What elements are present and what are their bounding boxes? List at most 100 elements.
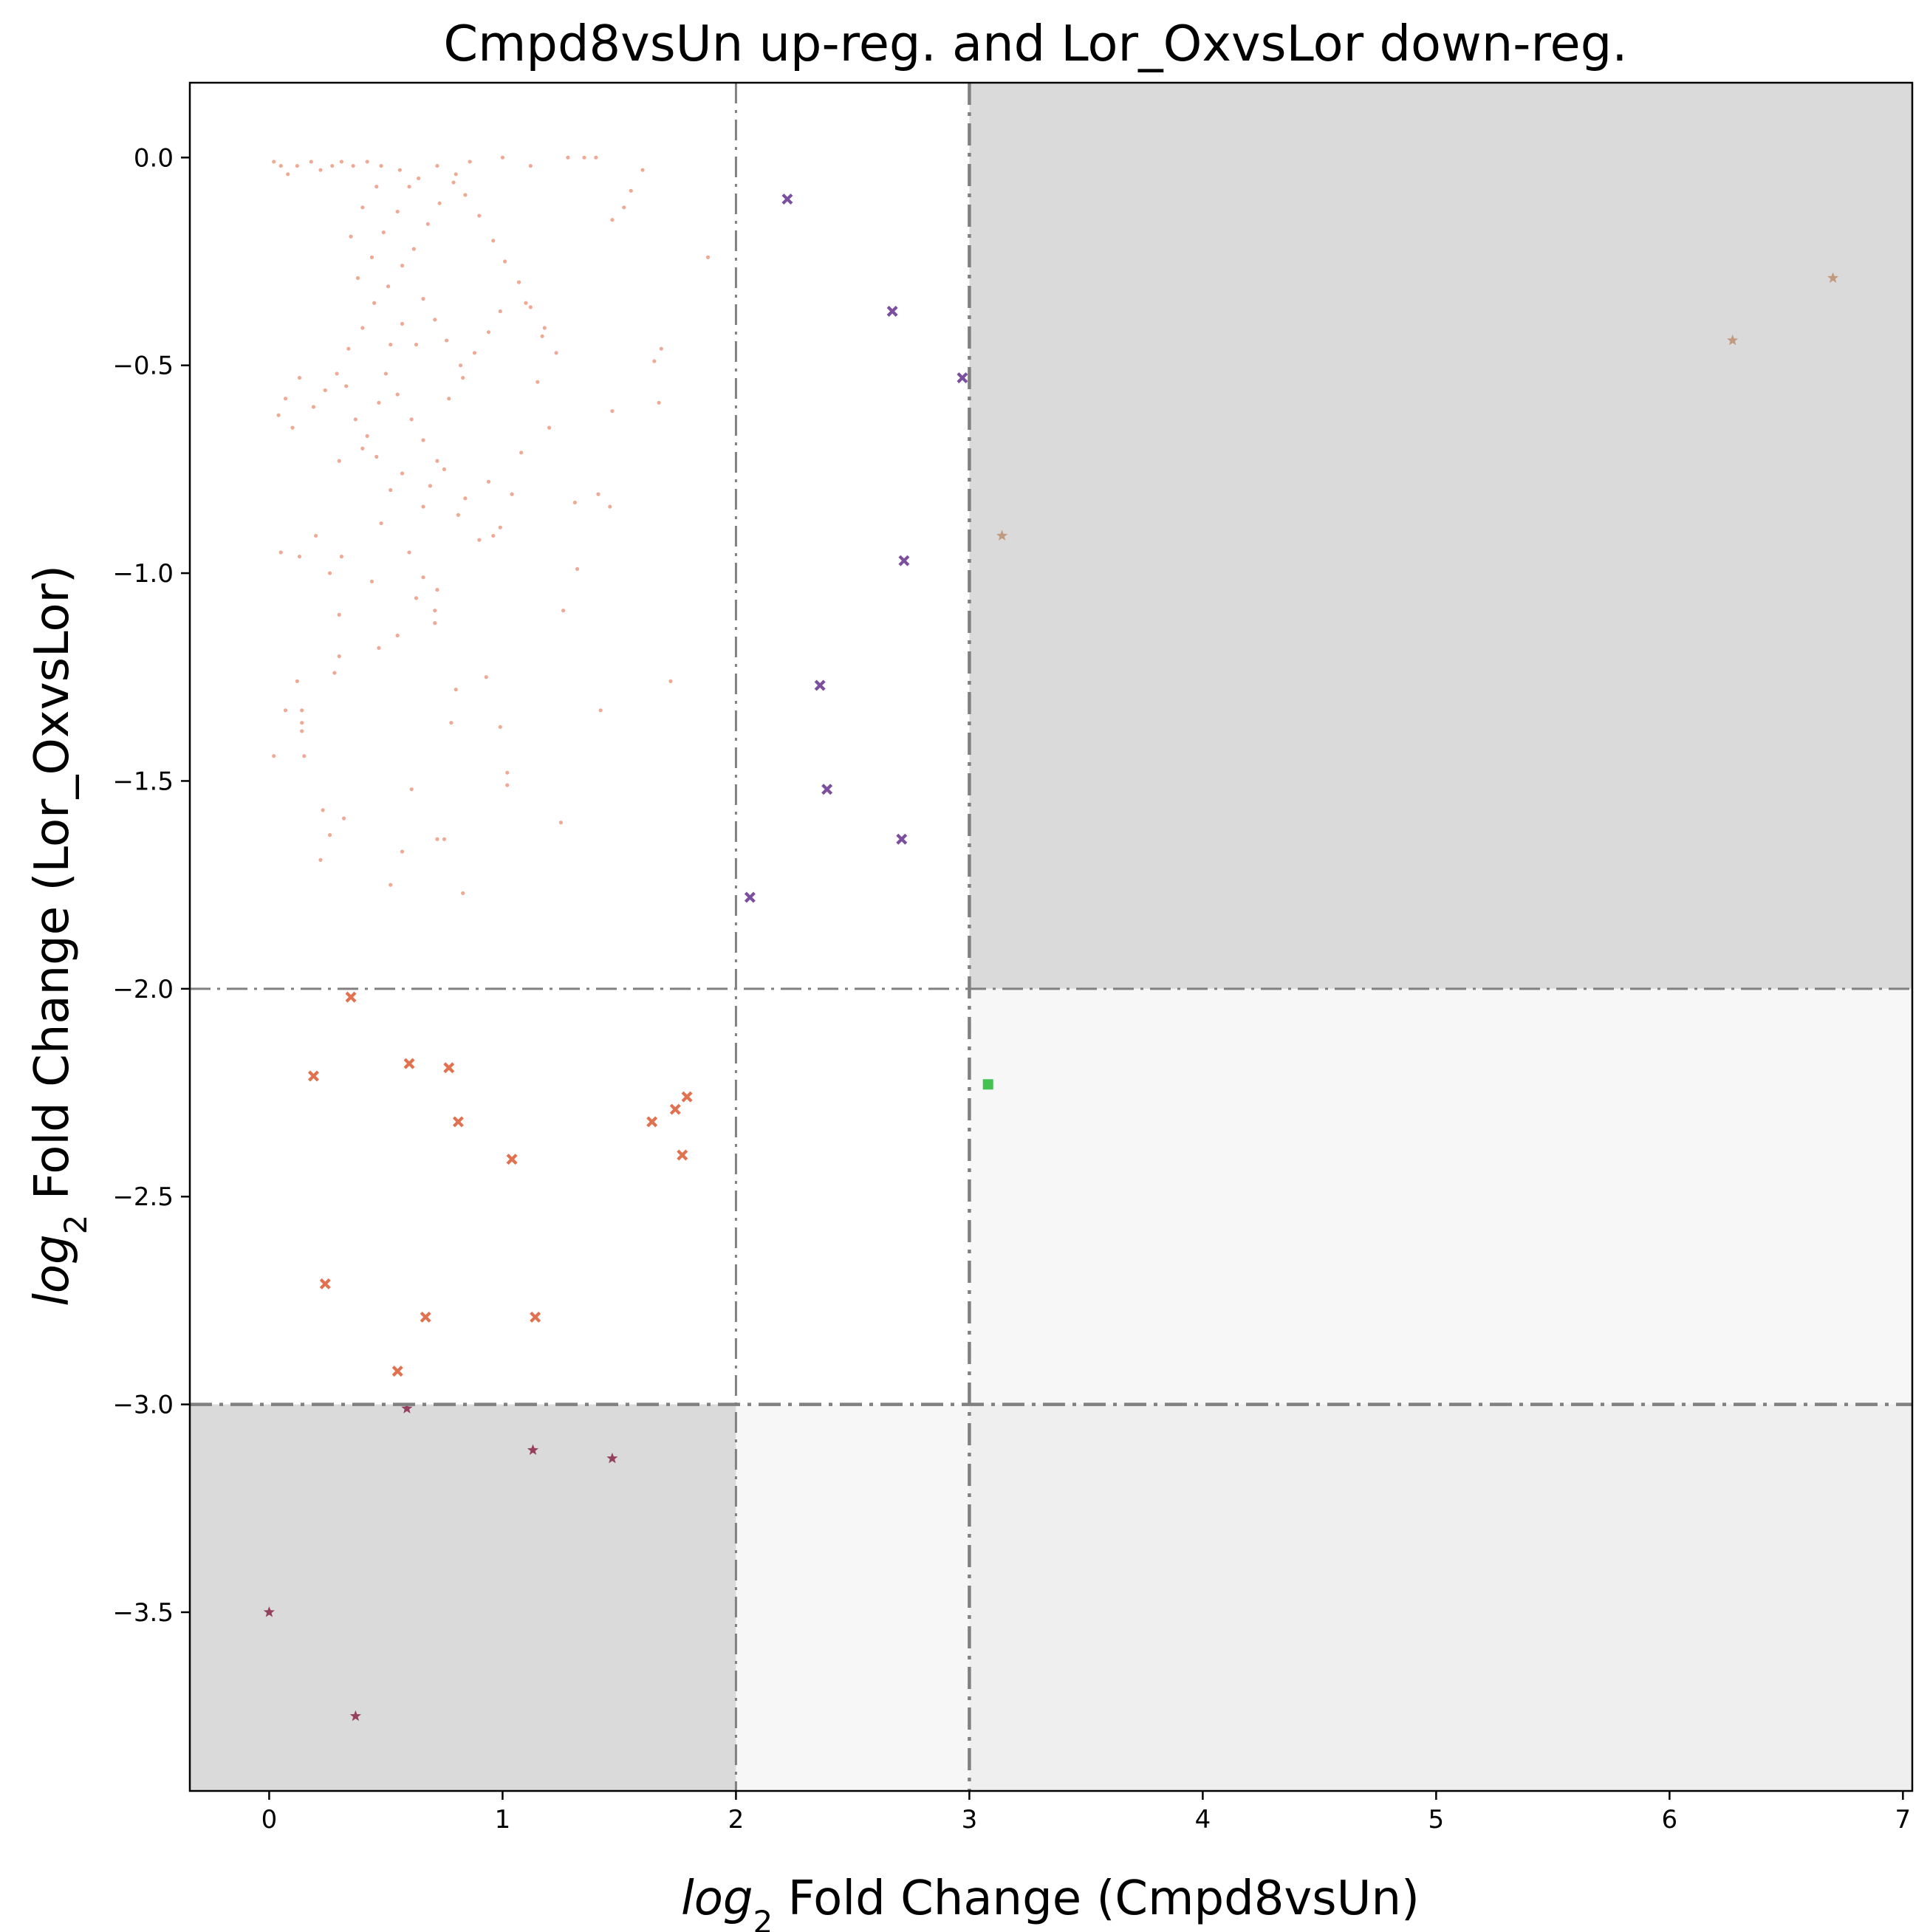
y-tick-label: −1.5 xyxy=(112,767,174,796)
data-point-dot xyxy=(547,425,552,430)
data-point-dot xyxy=(449,721,454,725)
data-point-dot xyxy=(377,400,381,405)
data-point-dot xyxy=(395,392,400,397)
data-point-dot xyxy=(463,193,468,197)
data-point-dot xyxy=(561,609,566,613)
data-point-cross xyxy=(319,1278,331,1289)
data-point-dot xyxy=(386,284,391,289)
data-point-dot xyxy=(272,160,276,164)
data-point-square xyxy=(982,1079,993,1090)
data-point-dot xyxy=(657,400,661,405)
data-point-dot xyxy=(337,654,341,659)
data-point-star xyxy=(349,1710,361,1722)
data-point-dot xyxy=(411,247,416,251)
data-point-dot xyxy=(360,205,365,210)
data-point-dot xyxy=(295,679,299,683)
data-point-cross xyxy=(443,1062,455,1074)
y-axis-label: log2 Fold Change (Lor_OxvsLor) xyxy=(25,565,94,1306)
data-point-cross xyxy=(420,1311,431,1323)
data-point-dot xyxy=(458,363,463,368)
data-point-dot xyxy=(516,280,521,284)
x-tick-label: 0 xyxy=(261,1805,278,1835)
x-axis-label-log: log xyxy=(681,1871,753,1926)
data-point-cross xyxy=(452,1116,464,1128)
data-point-dot xyxy=(468,160,472,164)
data-point-dot xyxy=(407,185,411,189)
data-point-dot xyxy=(311,405,316,409)
data-point-dot xyxy=(629,188,633,193)
data-point-dot xyxy=(500,155,505,160)
data-point-dot xyxy=(472,351,477,355)
x-tick-label: 3 xyxy=(962,1805,978,1835)
data-point-dot xyxy=(344,384,349,388)
data-point-dot xyxy=(498,309,502,314)
data-point-dot xyxy=(295,163,299,168)
data-point-dot xyxy=(417,176,421,181)
data-point-dot xyxy=(300,721,304,725)
data-point-dot xyxy=(297,554,302,559)
data-point-dot xyxy=(369,255,374,259)
data-point-dot xyxy=(381,230,386,235)
data-point-dot xyxy=(454,172,458,177)
data-point-dot xyxy=(323,388,327,393)
y-axis-label-subscript: 2 xyxy=(58,1215,94,1235)
data-point-star xyxy=(1827,272,1839,283)
x-axis-label-text: Fold Change (Cmpd8vsUn) xyxy=(773,1871,1420,1926)
data-point-dot xyxy=(558,821,564,825)
data-point-dot xyxy=(659,346,663,351)
x-tick-label: 7 xyxy=(1895,1805,1912,1835)
data-point-dot xyxy=(566,155,570,160)
data-points xyxy=(263,155,1839,1722)
data-point-dot xyxy=(353,417,357,422)
data-point-dot xyxy=(421,297,425,301)
data-point-dot xyxy=(337,459,341,463)
data-point-star xyxy=(606,1452,618,1464)
data-point-dot xyxy=(451,180,456,185)
data-point-dot xyxy=(596,492,600,496)
data-point-dot xyxy=(379,163,383,168)
data-point-dot xyxy=(400,471,405,476)
x-tick-label: 6 xyxy=(1662,1805,1678,1835)
data-point-dot xyxy=(414,342,419,347)
data-point-cross xyxy=(307,1070,319,1082)
data-point-dot xyxy=(454,688,458,692)
data-point-dot xyxy=(414,596,419,600)
y-tick-label: −3.5 xyxy=(112,1598,174,1628)
data-point-dot xyxy=(437,201,442,205)
y-tick-label: −2.5 xyxy=(112,1182,174,1212)
y-axis-label-log: log xyxy=(25,1234,80,1306)
data-point-cross xyxy=(391,1366,403,1377)
data-point-dot xyxy=(400,264,405,268)
data-point-dot xyxy=(283,708,288,713)
data-point-dot xyxy=(486,330,491,335)
data-point-dot xyxy=(377,645,381,650)
data-point-dot xyxy=(705,255,711,259)
data-point-dot xyxy=(442,837,447,841)
data-point-cross xyxy=(814,679,826,691)
data-point-dot xyxy=(278,163,283,168)
data-point-dot xyxy=(409,787,414,792)
data-point-dot xyxy=(498,525,502,530)
shaded-region-3 xyxy=(736,1404,970,1791)
y-axis-ticks: 0.0 −0.5 −1.0 −1.5 −2.0 −2.5 −3.0 −3.5 xyxy=(112,143,190,1628)
data-point-dot xyxy=(400,321,405,326)
data-point-star xyxy=(996,530,1008,541)
data-point-dot xyxy=(594,155,598,160)
plot-frame xyxy=(188,81,1914,1792)
data-point-cross xyxy=(669,1103,681,1115)
y-tick-label: −1.0 xyxy=(112,559,174,589)
y-tick-label: −0.5 xyxy=(112,352,174,381)
data-point-dot xyxy=(433,621,437,626)
data-point-dot xyxy=(300,729,304,733)
data-point-dot xyxy=(461,891,465,896)
data-point-dot xyxy=(321,808,325,812)
data-point-dot xyxy=(428,484,433,488)
data-point-dot xyxy=(502,259,507,264)
chart-title: Cmpd8vsUn up-reg. and Lor_OxvsLor down-r… xyxy=(443,15,1627,72)
data-point-dot xyxy=(351,163,355,168)
data-point-dot xyxy=(286,172,290,177)
data-point-dot xyxy=(540,334,544,338)
data-point-dot xyxy=(477,213,482,218)
x-tick-label: 4 xyxy=(1195,1805,1211,1835)
